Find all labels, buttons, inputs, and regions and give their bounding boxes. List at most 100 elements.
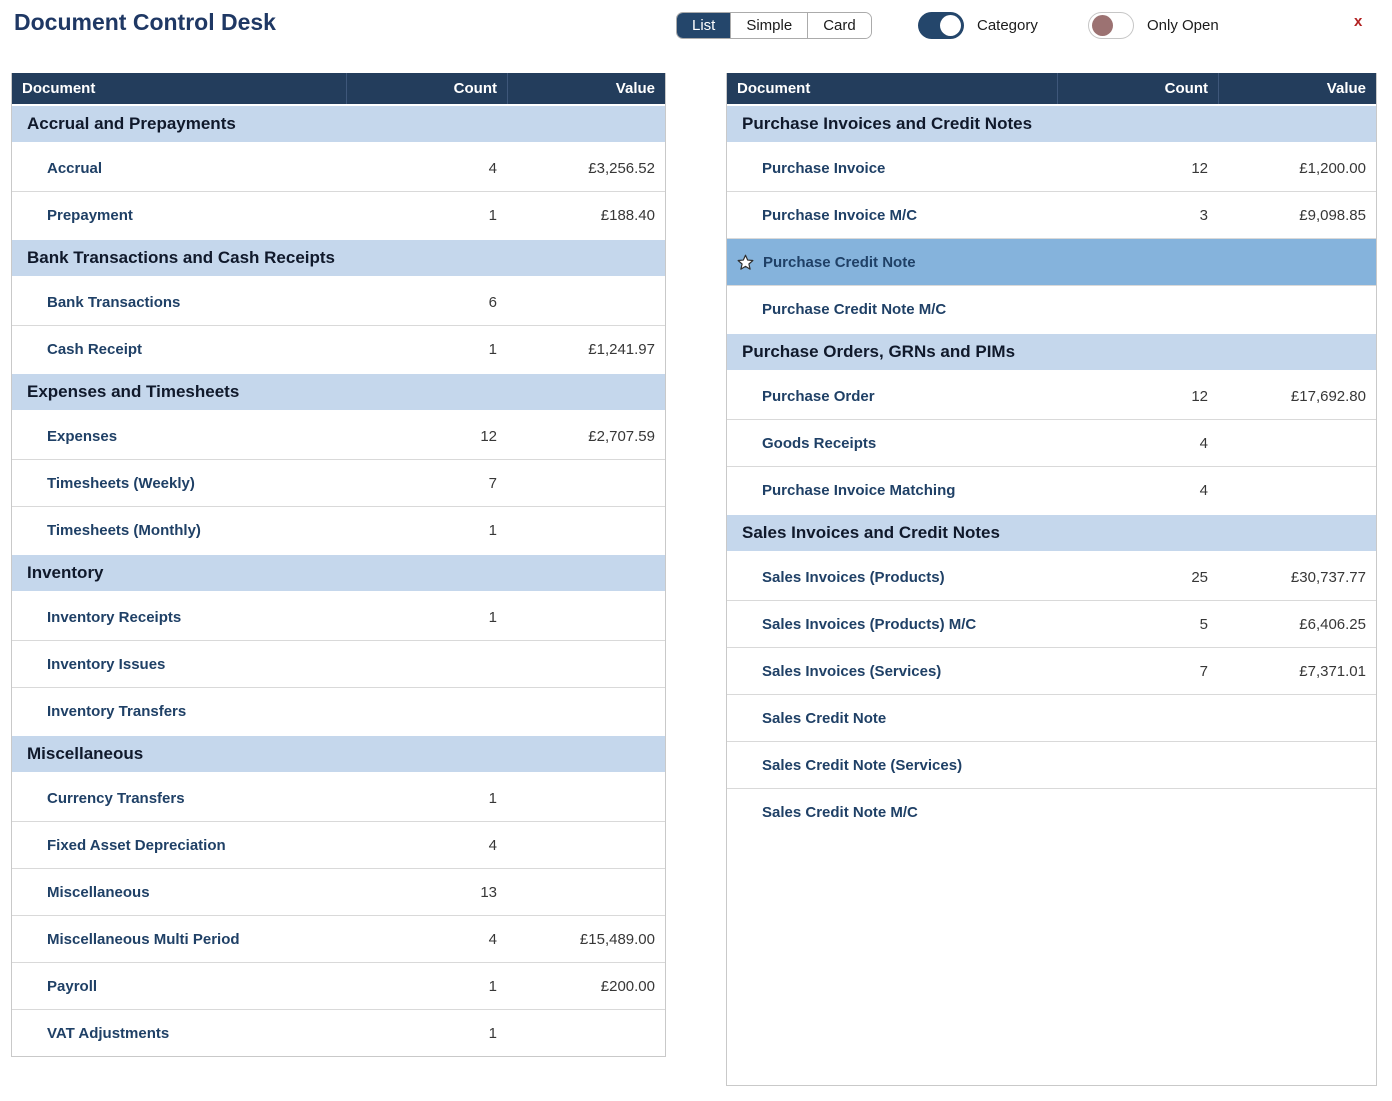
document-value: £3,256.52 [588, 159, 655, 177]
document-count: 7 [1199, 662, 1208, 680]
document-row[interactable]: Timesheets (Weekly) 7 [12, 459, 665, 506]
view-mode-card[interactable]: Card [807, 13, 871, 38]
category-row[interactable]: Expenses and Timesheets [12, 372, 665, 413]
category-label: Inventory [27, 563, 104, 582]
document-row[interactable]: Miscellaneous Multi Period 4 £15,489.00 [12, 915, 665, 962]
view-mode-switch: List Simple Card [676, 12, 872, 39]
category-row[interactable]: Bank Transactions and Cash Receipts [12, 238, 665, 279]
document-row[interactable]: Cash Receipt 1 £1,241.97 [12, 325, 665, 372]
star-icon[interactable] [736, 253, 755, 272]
document-row[interactable]: Purchase Invoice Matching 4 [727, 466, 1376, 513]
document-name: Timesheets (Monthly) [47, 521, 201, 539]
document-value: £200.00 [600, 977, 655, 995]
document-name: Currency Transfers [47, 789, 185, 807]
document-value: £15,489.00 [579, 930, 655, 948]
close-button[interactable]: x [1354, 13, 1363, 30]
document-row[interactable]: Expenses 12 £2,707.59 [12, 413, 665, 459]
document-name: Purchase Credit Note [727, 253, 1057, 272]
category-label: Miscellaneous [27, 744, 144, 763]
document-count: 12 [1191, 387, 1208, 405]
category-toggle-label: Category [977, 17, 1038, 34]
document-row[interactable]: Purchase Order 12 £17,692.80 [727, 373, 1376, 419]
document-row[interactable]: Currency Transfers 1 [12, 775, 665, 821]
document-name: Miscellaneous Multi Period [47, 930, 240, 948]
category-label: Purchase Invoices and Credit Notes [742, 114, 1033, 133]
document-row[interactable]: Timesheets (Monthly) 1 [12, 506, 665, 553]
document-row[interactable]: Payroll 1 £200.00 [12, 962, 665, 1009]
document-row[interactable]: Purchase Credit Note [727, 238, 1376, 285]
category-row[interactable]: Accrual and Prepayments [12, 104, 665, 145]
only-open-toggle-label: Only Open [1147, 17, 1219, 34]
document-count: 6 [488, 293, 497, 311]
category-row[interactable]: Purchase Orders, GRNs and PIMs [727, 332, 1376, 373]
document-name: Sales Invoices (Products) M/C [762, 615, 977, 633]
category-toggle[interactable] [918, 12, 964, 39]
document-name: Purchase Credit Note M/C [762, 300, 947, 318]
view-mode-simple[interactable]: Simple [730, 13, 808, 38]
document-name: Inventory Issues [47, 655, 166, 673]
document-value: £188.40 [600, 206, 655, 224]
document-row[interactable]: Sales Invoices (Services) 7 £7,371.01 [727, 647, 1376, 694]
right-table: Document Count Value Purchase Invoices and … [726, 73, 1377, 1086]
document-value: £6,406.25 [1299, 615, 1366, 633]
document-count: 1 [488, 1024, 497, 1042]
document-count: 1 [488, 521, 497, 539]
toggle-knob [1092, 15, 1113, 36]
document-row[interactable]: Miscellaneous 13 [12, 868, 665, 915]
document-value: £9,098.85 [1299, 206, 1366, 224]
document-count: 1 [488, 608, 497, 626]
document-name: Purchase Invoice [762, 159, 886, 177]
document-row[interactable]: Purchase Credit Note M/C [727, 285, 1376, 332]
document-name: Payroll [47, 977, 98, 995]
document-row[interactable]: Inventory Receipts 1 [12, 594, 665, 640]
category-row[interactable]: Sales Invoices and Credit Notes [727, 513, 1376, 554]
document-count: 12 [1191, 159, 1208, 177]
document-value: £17,692.80 [1290, 387, 1366, 405]
document-count: 12 [480, 427, 497, 445]
document-row[interactable]: Accrual 4 £3,256.52 [12, 145, 665, 191]
document-row[interactable]: Goods Receipts 4 [727, 419, 1376, 466]
document-count: 4 [488, 836, 497, 854]
only-open-toggle[interactable] [1088, 12, 1134, 39]
document-row[interactable]: Fixed Asset Depreciation 4 [12, 821, 665, 868]
category-label: Bank Transactions and Cash Receipts [27, 248, 335, 267]
document-name: Expenses [47, 427, 118, 445]
document-value: £2,707.59 [588, 427, 655, 445]
document-value: £1,200.00 [1299, 159, 1366, 177]
document-row[interactable]: Sales Invoices (Products) M/C 5 £6,406.25 [727, 600, 1376, 647]
document-row[interactable]: Bank Transactions 6 [12, 279, 665, 325]
category-row[interactable]: Inventory [12, 553, 665, 594]
column-header-value: Value [1218, 73, 1376, 104]
category-row[interactable]: Purchase Invoices and Credit Notes [727, 104, 1376, 145]
document-row[interactable]: Inventory Issues [12, 640, 665, 687]
document-name: Bank Transactions [47, 293, 181, 311]
category-toggle-group: Category [918, 12, 1038, 39]
document-row[interactable]: Inventory Transfers [12, 687, 665, 734]
document-row[interactable]: VAT Adjustments 1 [12, 1009, 665, 1056]
category-label: Sales Invoices and Credit Notes [742, 523, 1000, 542]
document-name: Sales Credit Note (Services) [762, 756, 963, 774]
document-value: £7,371.01 [1299, 662, 1366, 680]
table-header-row: Document Count Value [727, 73, 1376, 104]
table-empty-area [727, 835, 1376, 1085]
document-row[interactable]: Purchase Invoice M/C 3 £9,098.85 [727, 191, 1376, 238]
document-row[interactable]: Sales Credit Note [727, 694, 1376, 741]
view-mode-list[interactable]: List [677, 13, 731, 38]
document-row[interactable]: Sales Credit Note M/C [727, 788, 1376, 835]
document-row[interactable]: Sales Invoices (Products) 25 £30,737.77 [727, 554, 1376, 600]
document-name: Accrual [47, 159, 103, 177]
column-header-value: Value [507, 73, 665, 104]
category-row[interactable]: Miscellaneous [12, 734, 665, 775]
document-name: Purchase Invoice M/C [762, 206, 918, 224]
document-name: Timesheets (Weekly) [47, 474, 195, 492]
document-count: 1 [488, 789, 497, 807]
document-row[interactable]: Prepayment 1 £188.40 [12, 191, 665, 238]
table-header-row: Document Count Value [12, 73, 665, 104]
only-open-toggle-group: Only Open [1088, 12, 1219, 39]
document-count: 3 [1199, 206, 1208, 224]
document-count: 4 [1199, 434, 1208, 452]
document-row[interactable]: Purchase Invoice 12 £1,200.00 [727, 145, 1376, 191]
document-name: Purchase Order [762, 387, 875, 405]
column-header-count: Count [346, 73, 507, 104]
document-row[interactable]: Sales Credit Note (Services) [727, 741, 1376, 788]
